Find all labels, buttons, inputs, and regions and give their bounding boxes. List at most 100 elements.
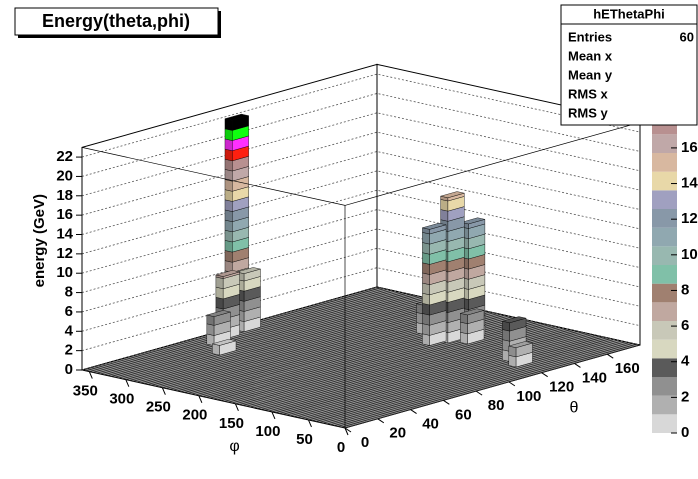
palette-cell (652, 265, 677, 284)
x-tick (234, 403, 239, 412)
z-tick-label: 10 (56, 264, 73, 281)
palette-cell (652, 283, 677, 303)
bar-face (422, 292, 430, 306)
bar-face (440, 199, 449, 212)
x-tick-label: 100 (255, 423, 280, 440)
floor-cell-line (143, 300, 440, 385)
bar-face (206, 323, 215, 336)
x-tick-label: 150 (219, 415, 244, 432)
palette-tick-label: 0 (681, 424, 689, 441)
x-tick-label: 200 (182, 407, 207, 424)
x-tick-label: 50 (296, 431, 313, 448)
palette-tick-label: 12 (681, 210, 698, 227)
floor-cell-line (319, 338, 615, 423)
y-tick-label: 20 (389, 425, 406, 442)
floor-cell-line (312, 337, 608, 422)
bar-face (502, 329, 510, 342)
floor-cell-line (333, 342, 630, 426)
bar-face (224, 158, 233, 172)
bar-face (224, 240, 233, 253)
bar-face (422, 333, 430, 346)
bar-top (212, 339, 237, 346)
x-tick (125, 379, 130, 387)
y-tick (475, 390, 483, 396)
bar-face (215, 276, 224, 289)
y-axis-label: θ (570, 399, 579, 416)
bar-top (460, 308, 485, 316)
bar-face (224, 199, 233, 212)
stats-label: Mean y (568, 67, 613, 82)
y-tick-label: 0 (361, 434, 369, 451)
bar-face (215, 286, 224, 300)
z-tick-label: 4 (65, 322, 74, 339)
x-tick-label: 300 (109, 391, 134, 408)
floor-cell-line (341, 343, 637, 428)
bar-top (508, 341, 533, 348)
floor-cell-line (308, 336, 604, 421)
chart-title: Energy(theta,phi) (42, 11, 190, 31)
bar-face (422, 313, 430, 326)
x-tick (344, 427, 349, 436)
z-tick-label: 16 (56, 206, 73, 223)
floor-cell-line (111, 293, 407, 377)
floor-cell-line (125, 296, 421, 381)
palette-cell (652, 227, 677, 247)
bar (460, 308, 485, 345)
y-tick (574, 363, 581, 368)
palette-cell (652, 395, 677, 415)
bar-top (440, 191, 465, 198)
bar-face (224, 189, 233, 202)
floor-cell-line (118, 294, 414, 379)
floor-cell-line (107, 292, 403, 377)
bar-top (502, 316, 527, 323)
y-tick-label: 140 (582, 369, 607, 386)
bar-face (215, 297, 224, 310)
bar-face (460, 321, 468, 335)
y-tick (606, 353, 614, 359)
floor-cell-line (122, 295, 418, 380)
floor-cell-line (103, 291, 400, 376)
y-tick (344, 427, 352, 433)
z-axis-label: energy (GeV) (31, 194, 48, 287)
bar-face (224, 148, 233, 162)
floor-cell-line (290, 332, 586, 417)
floor-cell-line (301, 334, 597, 419)
palette-cell (652, 246, 677, 265)
palette-cell (652, 209, 677, 228)
palette-cell (652, 321, 677, 340)
bar-face (422, 323, 430, 336)
floor-cell-line (129, 297, 425, 381)
palette-cell (652, 339, 677, 359)
floor-cell-line (165, 305, 462, 389)
floor-cell-line (315, 338, 611, 422)
z-tick-label: 22 (56, 148, 73, 165)
bar-face (224, 219, 233, 233)
z-tick-label: 20 (56, 167, 73, 184)
stats-label: Mean x (568, 48, 613, 63)
bar-face (502, 349, 510, 362)
x-tick (308, 419, 312, 428)
bar (508, 341, 533, 368)
bar (212, 339, 237, 356)
z-tick-label: 0 (65, 361, 73, 378)
stats-label: RMS y (568, 105, 609, 120)
floor-cell-line (114, 293, 410, 378)
y-tick (377, 418, 385, 424)
bar-top (422, 222, 447, 230)
floor-cell-line (344, 344, 641, 429)
y-tick (508, 381, 516, 387)
floor-cell-line (322, 339, 619, 424)
bar-face (224, 209, 233, 222)
floor-cell-line (169, 305, 465, 390)
floor-cell-line (147, 301, 443, 385)
floor-cell-line (151, 301, 447, 386)
floor-cell-line (330, 341, 626, 426)
bar (422, 222, 447, 346)
bar-top (215, 270, 240, 277)
floor-cell-line (154, 302, 451, 387)
x-tick (271, 411, 276, 420)
palette-cell (652, 414, 677, 433)
bar-face (502, 339, 510, 352)
stats-box: hEThetaPhi Entries Mean x Mean y RMS x RMS y… (560, 4, 698, 126)
